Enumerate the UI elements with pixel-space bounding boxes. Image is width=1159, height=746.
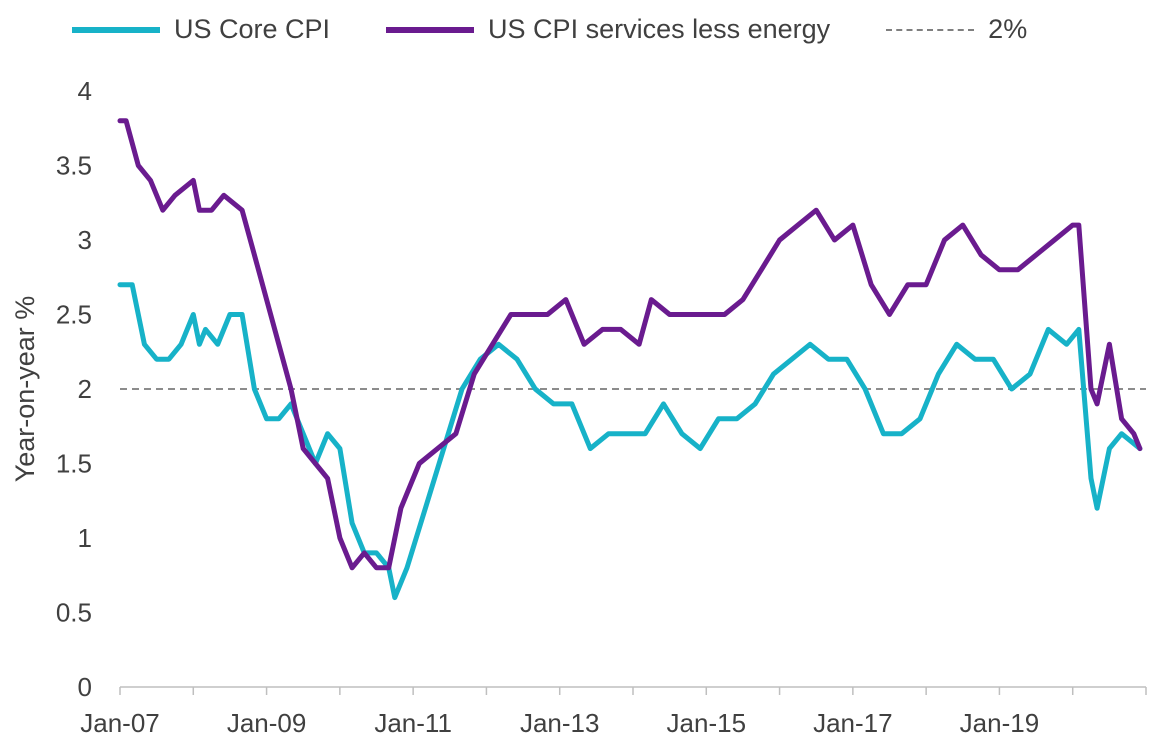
series-layer [117,118,1143,601]
y-tick-label: 4 [78,76,92,106]
y-tick-label: 3 [78,225,92,255]
legend-swatch-two-percent [886,28,975,31]
y-tick-label: 2.5 [56,300,92,330]
x-tick-label: Jan-11 [374,708,452,738]
y-tick-label: 1.5 [56,449,92,479]
y-tick-label: 1 [78,523,92,553]
x-tick-label: Jan-15 [667,708,747,738]
x-tick-label: Jan-19 [960,708,1040,738]
x-tick-label: Jan-13 [520,708,600,738]
x-tick-label: Jan-17 [813,708,893,738]
y-tick-label: 3.5 [56,151,92,181]
legend-item-services-cpi: US CPI services less energy [386,14,830,45]
legend-label-core-cpi: US Core CPI [174,14,331,44]
services-cpi-line [117,118,1143,571]
y-tick-label: 0 [78,672,92,702]
core-cpi-line [117,282,1143,601]
legend-item-two-percent: 2% [886,14,1027,45]
x-tick-label: Jan-07 [80,708,160,738]
y-tick-label: 0.5 [56,598,92,628]
chart-legend: US Core CPI US CPI services less energy … [72,14,1083,45]
x-axis: Jan-07 Jan-09 Jan-11 Jan-13 Jan-15 Jan-17 Jan-… [80,686,1147,738]
legend-swatch-core-cpi [72,26,160,33]
legend-swatch-services-cpi [386,26,475,33]
legend-label-services-cpi: US CPI services less energy [488,14,831,44]
legend-item-core-cpi: US Core CPI [72,14,330,45]
y-axis: 0 0.5 1 1.5 2 2.5 3 3.5 4 [56,76,92,702]
y-axis-title: Year-on-year % [10,296,40,483]
legend-label-two-percent: 2% [988,14,1028,44]
y-tick-label: 2 [78,374,92,404]
x-tick-label: Jan-09 [227,708,307,738]
